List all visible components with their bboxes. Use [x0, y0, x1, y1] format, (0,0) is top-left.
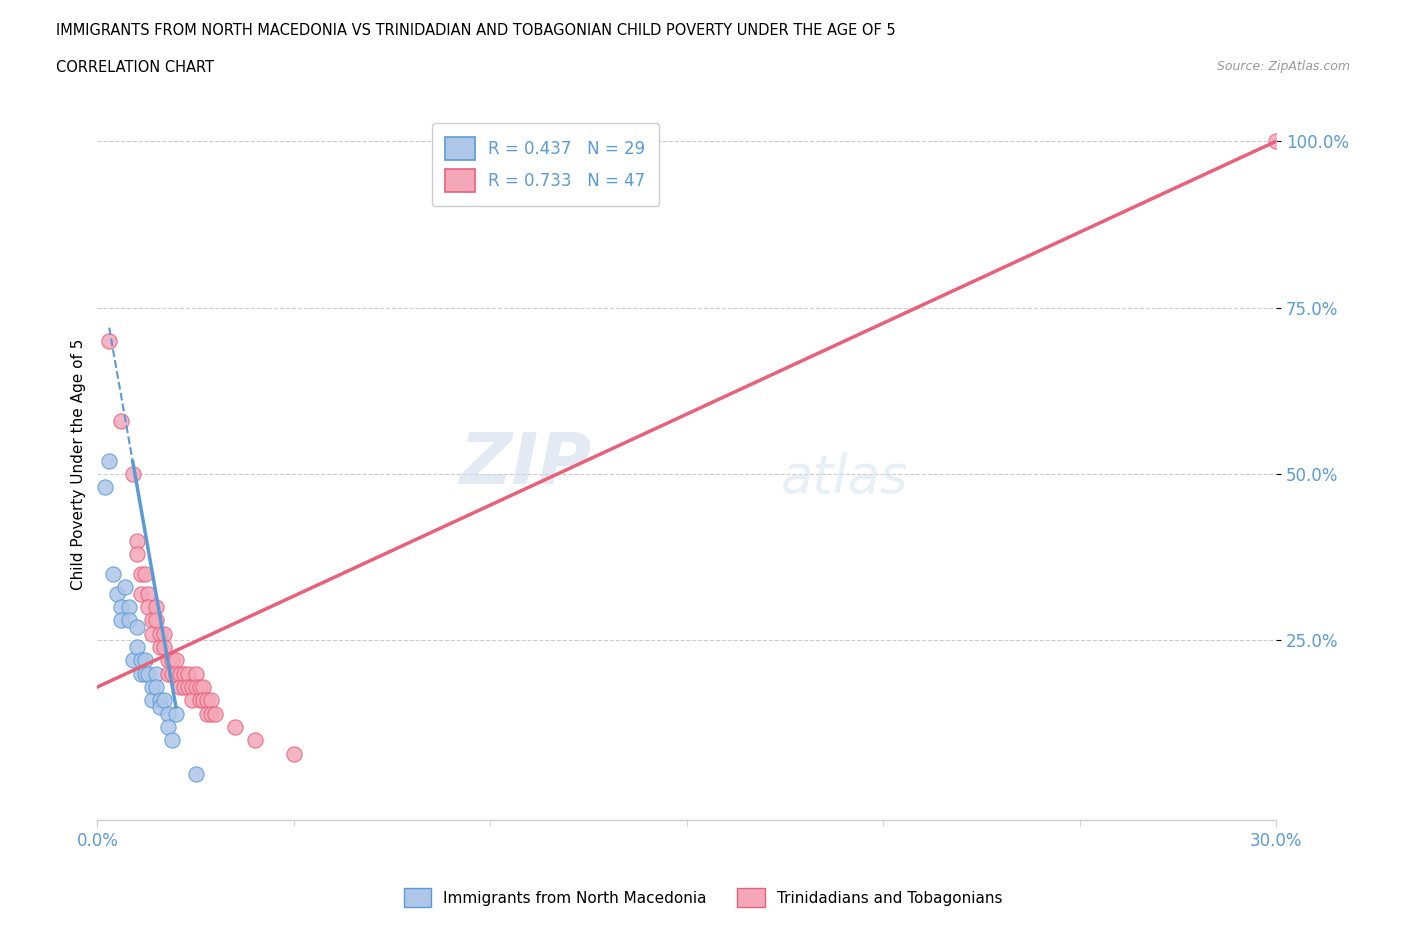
Point: [129, 653, 152, 668]
Point: [188, 680, 211, 695]
Point: [105, 587, 128, 602]
Point: [114, 579, 136, 594]
Point: [138, 587, 160, 602]
Point: [110, 413, 132, 428]
Point: [180, 680, 202, 695]
Point: [193, 693, 215, 708]
Point: [243, 733, 266, 748]
Point: [165, 666, 187, 681]
Point: [160, 733, 183, 748]
Point: [169, 680, 191, 695]
Point: [195, 706, 218, 721]
Point: [184, 666, 207, 681]
Point: [141, 626, 163, 641]
Point: [121, 653, 143, 668]
Point: [149, 699, 172, 714]
Point: [110, 600, 132, 615]
Y-axis label: Child Poverty Under the Age of 5: Child Poverty Under the Age of 5: [72, 339, 86, 590]
Point: [145, 600, 167, 615]
Point: [98, 334, 121, 349]
Point: [153, 693, 176, 708]
Point: [153, 640, 176, 655]
Point: [149, 640, 172, 655]
Point: [118, 600, 141, 615]
Point: [145, 666, 167, 681]
Point: [184, 680, 207, 695]
Point: [224, 720, 246, 735]
Point: [138, 600, 160, 615]
Point: [125, 640, 148, 655]
Point: [193, 680, 215, 695]
Point: [169, 666, 191, 681]
Text: CORRELATION CHART: CORRELATION CHART: [56, 60, 214, 75]
Text: IMMIGRANTS FROM NORTH MACEDONIA VS TRINIDADIAN AND TOBAGONIAN CHILD POVERTY UNDE: IMMIGRANTS FROM NORTH MACEDONIA VS TRINI…: [56, 23, 896, 38]
Point: [180, 693, 202, 708]
Point: [153, 626, 176, 641]
Point: [165, 653, 187, 668]
Point: [160, 653, 183, 668]
Point: [1265, 134, 1288, 149]
Point: [165, 706, 187, 721]
Point: [98, 453, 121, 468]
Point: [125, 533, 148, 548]
Point: [129, 666, 152, 681]
Point: [134, 566, 156, 581]
Point: [134, 653, 156, 668]
Text: atlas: atlas: [780, 452, 908, 504]
Point: [283, 746, 305, 761]
Point: [118, 613, 141, 628]
Legend: R = 0.437   N = 29, R = 0.733   N = 47: R = 0.437 N = 29, R = 0.733 N = 47: [432, 124, 659, 206]
Point: [145, 613, 167, 628]
Point: [173, 680, 195, 695]
Point: [149, 693, 172, 708]
Point: [94, 480, 117, 495]
Text: Source: ZipAtlas.com: Source: ZipAtlas.com: [1216, 60, 1350, 73]
Point: [121, 467, 143, 482]
Point: [184, 766, 207, 781]
Point: [157, 706, 180, 721]
Point: [157, 666, 180, 681]
Point: [200, 706, 222, 721]
Point: [125, 619, 148, 634]
Point: [177, 666, 200, 681]
Point: [195, 693, 218, 708]
Point: [129, 587, 152, 602]
Point: [160, 666, 183, 681]
Point: [204, 706, 226, 721]
Point: [177, 680, 200, 695]
Point: [188, 693, 211, 708]
Point: [129, 566, 152, 581]
Point: [138, 666, 160, 681]
Point: [141, 613, 163, 628]
Point: [101, 566, 124, 581]
Point: [157, 653, 180, 668]
Point: [157, 720, 180, 735]
Point: [141, 680, 163, 695]
Text: ZIP: ZIP: [460, 430, 592, 498]
Point: [134, 666, 156, 681]
Point: [125, 547, 148, 562]
Point: [200, 693, 222, 708]
Point: [145, 680, 167, 695]
Point: [110, 613, 132, 628]
Legend: Immigrants from North Macedonia, Trinidadians and Tobagonians: Immigrants from North Macedonia, Trinida…: [398, 883, 1008, 913]
Point: [141, 693, 163, 708]
Point: [173, 666, 195, 681]
Point: [149, 626, 172, 641]
